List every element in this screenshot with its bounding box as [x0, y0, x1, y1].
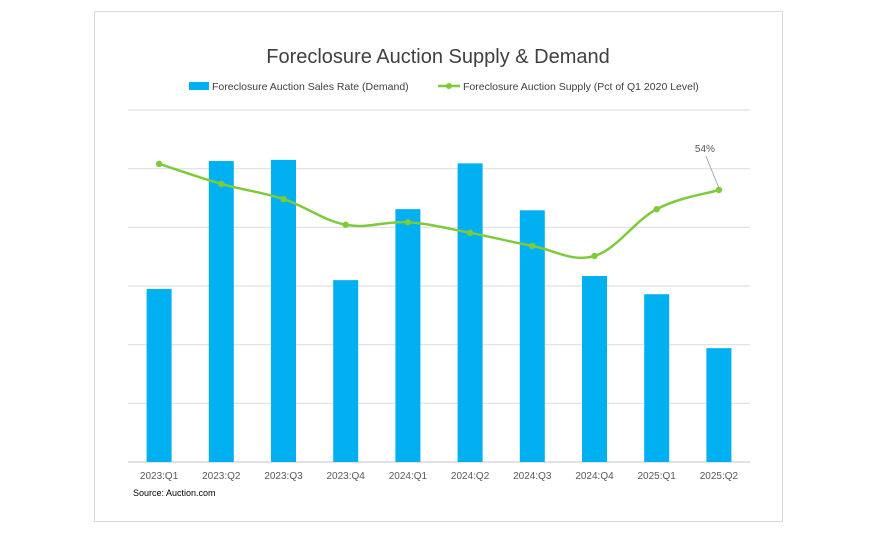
supply-point-2023-q1 — [155, 160, 163, 168]
bar-2023-q3 — [271, 159, 296, 462]
bar-2023-q1 — [146, 288, 172, 462]
supply-point-2025-q2 — [715, 186, 723, 194]
data-label: 54% — [695, 144, 715, 155]
supply-point-2024-q4 — [591, 252, 598, 260]
legend: Foreclosure Auction Sales Rate (Demand) … — [189, 81, 699, 93]
bar-2023-q4 — [333, 280, 359, 462]
bar-2024-q4 — [582, 276, 607, 462]
bar-series — [146, 159, 732, 463]
x-tick-label: 2023:Q2 — [202, 471, 241, 482]
legend-marker-supply — [446, 83, 452, 89]
supply-line — [158, 162, 720, 260]
source-note: Source: Auction.com — [133, 488, 216, 498]
legend-label-demand: Foreclosure Auction Sales Rate (Demand) — [212, 81, 409, 93]
x-tick-label: 2023:Q4 — [327, 471, 366, 482]
supply-point-2025-q1 — [653, 205, 660, 213]
legend-swatch-demand — [189, 82, 209, 90]
x-tick-label: 2025:Q1 — [638, 471, 677, 482]
line-series — [155, 160, 723, 260]
supply-point-2023-q2 — [218, 180, 225, 188]
x-tick-label: 2024:Q4 — [575, 471, 614, 482]
x-tick-label: 2024:Q1 — [389, 471, 428, 482]
x-tick-label: 2024:Q2 — [451, 471, 490, 482]
x-tick-label: 2023:Q3 — [264, 471, 303, 482]
supply-point-2024-q3 — [529, 242, 536, 250]
supply-point-2023-q4 — [342, 221, 349, 228]
bar-2025-q1 — [644, 294, 670, 462]
chart-title: Foreclosure Auction Supply & Demand — [266, 46, 610, 68]
x-tick-label: 2024:Q3 — [513, 471, 552, 482]
data-label-leader — [705, 155, 720, 189]
x-tick-label: 2023:Q1 — [140, 471, 179, 482]
data-labels: 54% — [695, 144, 720, 189]
bar-2024-q2 — [457, 163, 483, 463]
bar-2025-q2 — [706, 348, 732, 462]
bar-2024-q3 — [519, 210, 545, 462]
x-tick-label: 2025:Q2 — [700, 471, 739, 482]
bar-2023-q2 — [208, 161, 234, 463]
supply-point-2024-q1 — [404, 219, 412, 226]
supply-point-2023-q3 — [280, 195, 287, 203]
bar-2024-q1 — [395, 209, 421, 462]
x-axis-ticks: 2023:Q1 2023:Q2 2023:Q3 2023:Q4 2024:Q1 2024:… — [140, 471, 739, 482]
supply-point-2024-q2 — [466, 229, 474, 237]
legend-label-supply: Foreclosure Auction Supply (Pct of Q1 20… — [463, 81, 699, 93]
